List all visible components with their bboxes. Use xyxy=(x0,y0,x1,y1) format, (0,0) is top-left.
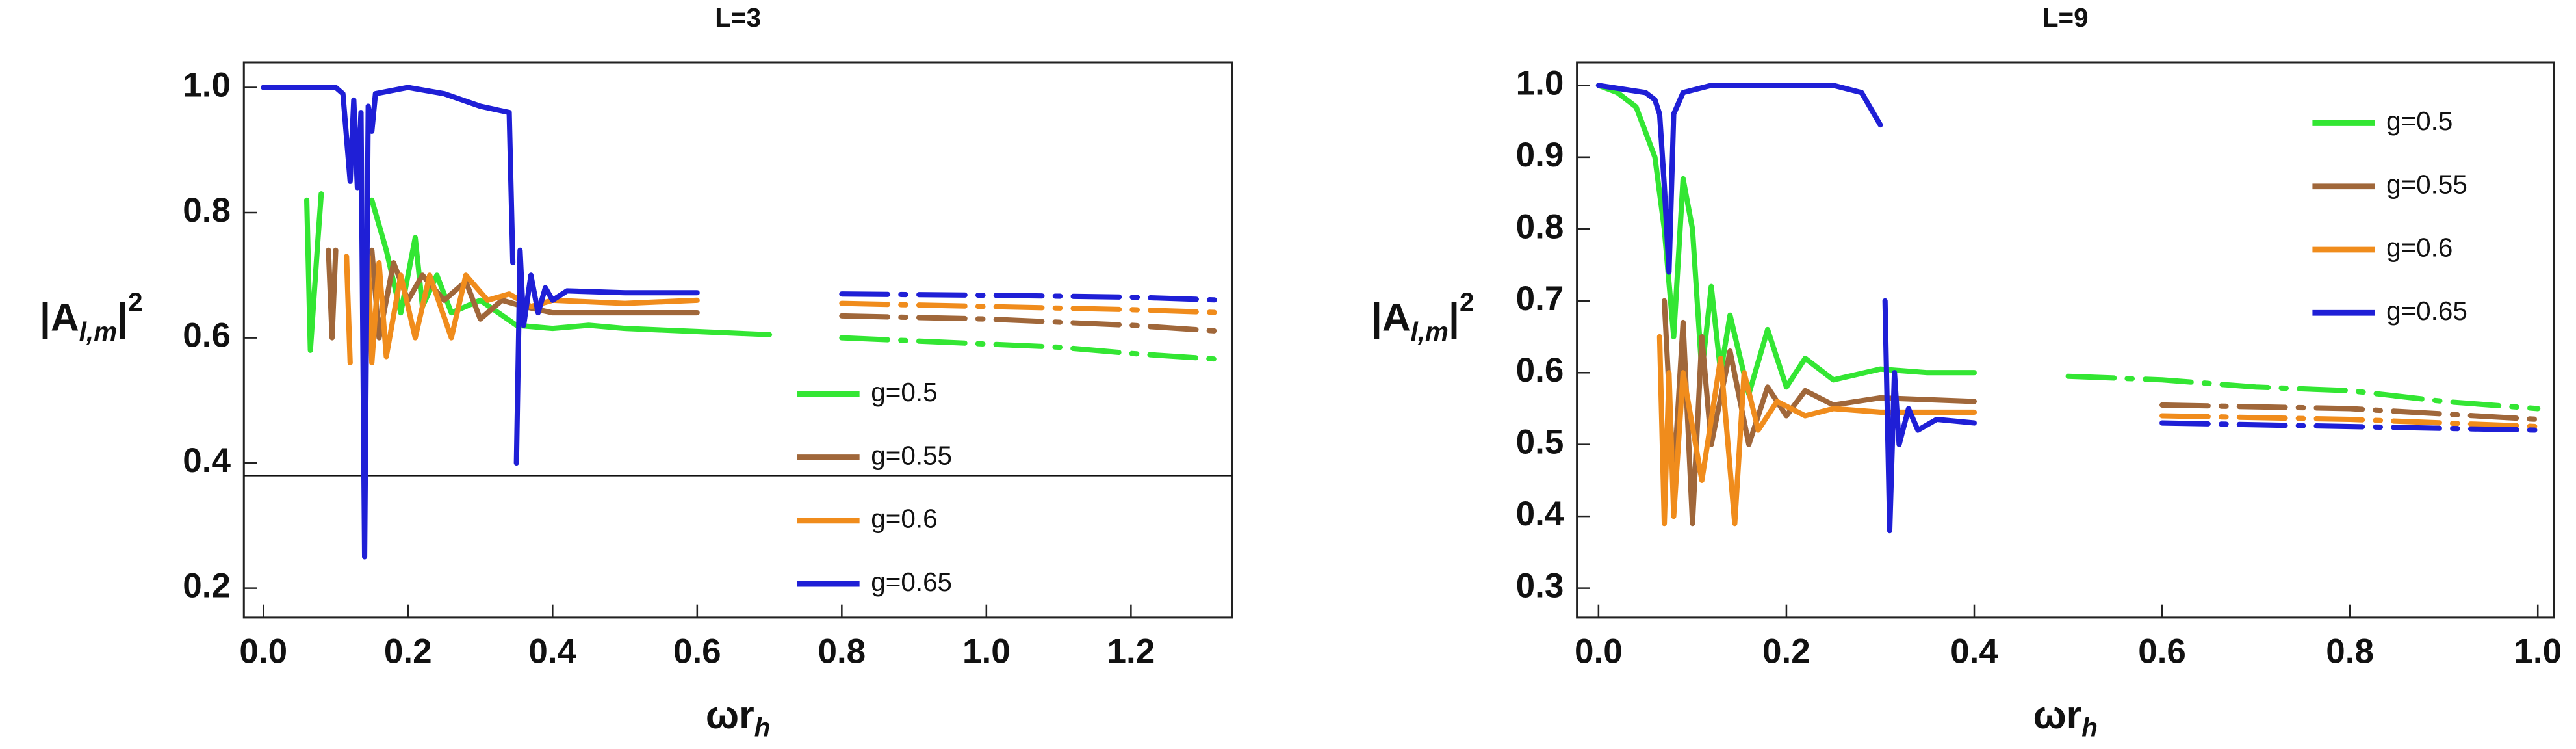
x-tick-label: 0.0 xyxy=(1575,632,1623,670)
y-tick-label: 0.3 xyxy=(1516,567,1564,605)
chart-title: L=3 xyxy=(715,3,761,33)
series-line xyxy=(513,247,700,466)
series-line xyxy=(1595,83,1883,275)
legend-label: g=0.55 xyxy=(2386,169,2467,199)
series-line xyxy=(326,247,339,341)
series-line xyxy=(1662,298,1977,527)
x-axis-label-part: h xyxy=(754,712,771,742)
y-axis-label-part: 2 xyxy=(1460,287,1474,317)
series-line xyxy=(839,291,1228,303)
y-axis-label: |Al,m|2 xyxy=(1371,287,1475,346)
legend-label: g=0.65 xyxy=(2386,296,2467,326)
y-axis-label-part: | xyxy=(1449,295,1460,341)
series-line xyxy=(839,300,1228,316)
legend-label: g=0.5 xyxy=(2386,106,2453,136)
x-tick-label: 0.6 xyxy=(673,632,721,670)
y-tick-label: 0.9 xyxy=(1516,136,1564,174)
y-tick-label: 0.2 xyxy=(183,567,231,605)
y-tick-label: 1.0 xyxy=(183,66,231,105)
x-tick-label: 0.6 xyxy=(2138,632,2186,670)
series-line xyxy=(1882,298,1977,534)
x-tick-label: 0.4 xyxy=(1950,632,1998,670)
y-axis-label: |Al,m|2 xyxy=(40,287,143,346)
y-tick-label: 0.4 xyxy=(1516,495,1564,533)
x-tick-label: 0.4 xyxy=(528,632,576,670)
series-line xyxy=(839,313,1228,335)
series-line xyxy=(2065,373,2541,412)
x-axis-label: ωrh xyxy=(2033,692,2097,742)
series-line xyxy=(369,197,773,337)
series-line xyxy=(365,254,700,366)
y-tick-label: 0.5 xyxy=(1516,423,1564,462)
legend-label: g=0.5 xyxy=(871,377,937,407)
y-tick-label: 0.4 xyxy=(183,441,231,480)
series-line xyxy=(2159,402,2541,423)
x-axis-label-part: h xyxy=(2081,712,2098,742)
series-line xyxy=(2159,420,2541,433)
series-line xyxy=(261,85,516,560)
series-line xyxy=(2159,413,2541,430)
y-tick-label: 0.8 xyxy=(1516,207,1564,246)
series-line xyxy=(1656,334,1977,527)
y-tick-label: 0.6 xyxy=(1516,351,1564,389)
plot-frame xyxy=(1576,61,2555,619)
plot-frame xyxy=(242,61,1233,619)
y-axis-label-part: |A xyxy=(1371,295,1411,341)
x-axis-label-part: ωr xyxy=(706,692,754,737)
x-axis-label: ωrh xyxy=(706,692,771,742)
x-tick-label: 0.8 xyxy=(818,632,866,670)
x-tick-label: 0.2 xyxy=(1762,632,1810,670)
x-tick-label: 0.8 xyxy=(2326,632,2374,670)
y-axis-label-part: |A xyxy=(40,295,79,341)
y-axis-label-part: 2 xyxy=(128,287,142,317)
x-tick-label: 1.0 xyxy=(962,632,1011,670)
x-tick-label: 1.2 xyxy=(1107,632,1155,670)
series-line xyxy=(839,335,1228,363)
series-line xyxy=(344,254,353,366)
legend-label: g=0.65 xyxy=(871,567,952,597)
legend-label: g=0.6 xyxy=(871,504,937,534)
x-tick-label: 0.0 xyxy=(239,632,287,670)
y-tick-label: 0.8 xyxy=(183,191,231,230)
y-axis-label-part: l,m xyxy=(1411,317,1449,347)
x-tick-label: 1.0 xyxy=(2514,632,2562,670)
legend-label: g=0.6 xyxy=(2386,233,2453,263)
y-tick-label: 0.7 xyxy=(1516,280,1564,318)
chart-title: L=9 xyxy=(2042,3,2089,33)
y-axis-label-part: l,m xyxy=(79,317,117,347)
series-line xyxy=(304,191,324,353)
y-tick-label: 1.0 xyxy=(1516,64,1564,102)
y-axis-label-part: | xyxy=(117,295,128,341)
y-tick-label: 0.6 xyxy=(183,317,231,355)
series-line xyxy=(1595,83,1977,397)
x-tick-label: 0.2 xyxy=(384,632,432,670)
legend-label: g=0.55 xyxy=(871,440,952,470)
x-axis-label-part: ωr xyxy=(2033,692,2081,737)
